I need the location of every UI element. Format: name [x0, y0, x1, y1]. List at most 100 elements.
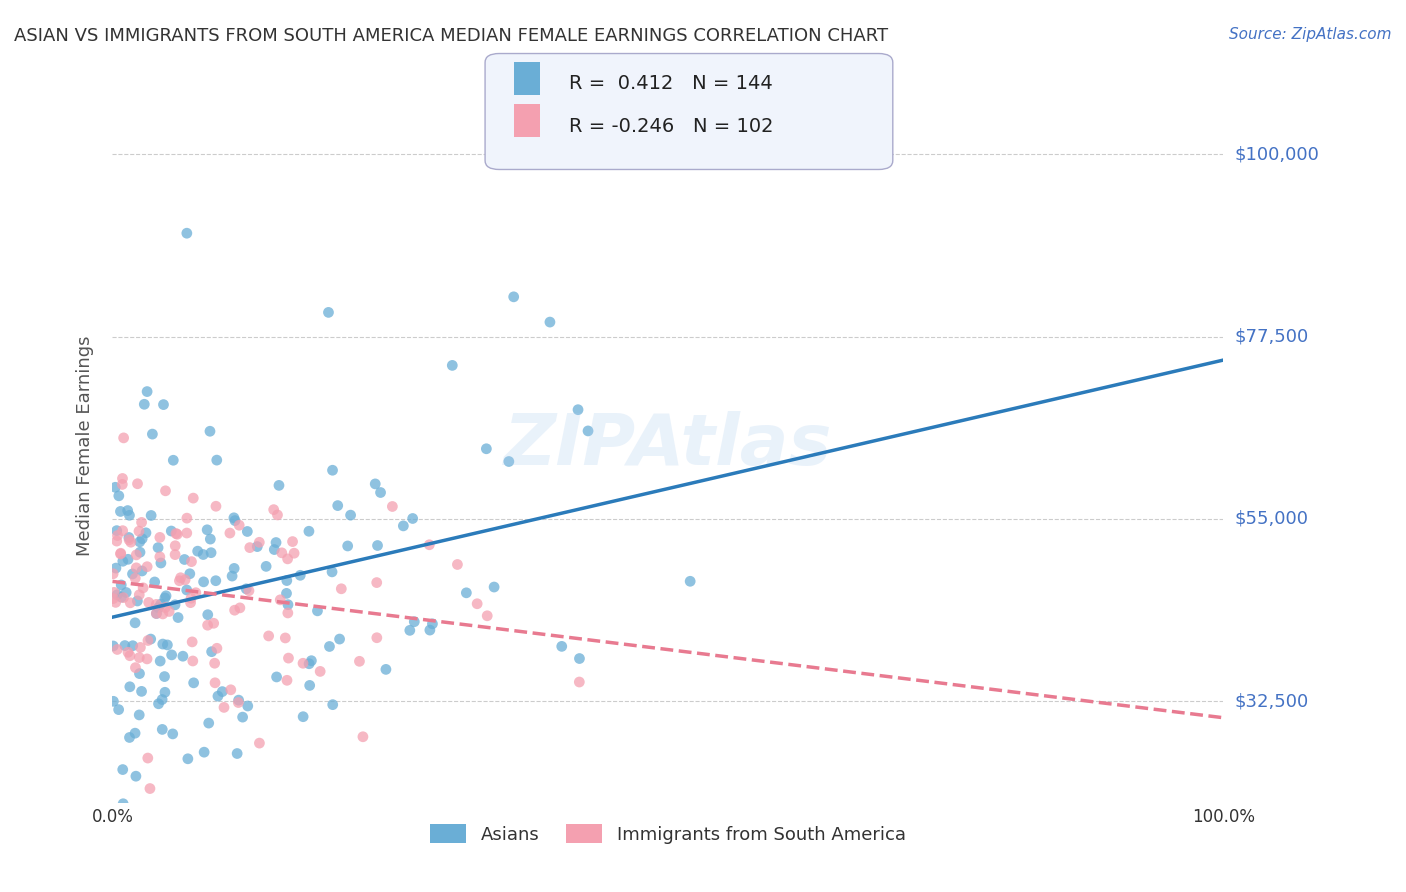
- Asians: [551, 640, 574, 654]
- Immigrants from South America: [180, 591, 202, 606]
- Text: ZIPAtlas: ZIPAtlas: [503, 411, 832, 481]
- Asians: [422, 616, 444, 631]
- Asians: [398, 624, 420, 638]
- Immigrants from South America: [228, 696, 250, 710]
- Asians: [145, 607, 167, 621]
- Asians: [172, 649, 194, 664]
- Asians: [129, 545, 152, 559]
- Asians: [146, 541, 169, 555]
- Asians: [246, 540, 269, 554]
- Asians: [290, 568, 312, 582]
- Immigrants from South America: [180, 596, 202, 610]
- Asians: [236, 524, 259, 539]
- Asians: [404, 615, 426, 629]
- Asians: [475, 442, 498, 456]
- Immigrants from South America: [112, 591, 135, 605]
- Asians: [114, 639, 136, 653]
- Asians: [118, 508, 141, 523]
- Immigrants from South America: [205, 500, 228, 514]
- Asians: [197, 716, 219, 731]
- Asians: [193, 548, 215, 562]
- Immigrants from South America: [418, 538, 440, 552]
- Asians: [226, 747, 249, 761]
- Immigrants from South America: [176, 526, 198, 541]
- Immigrants from South America: [112, 431, 135, 445]
- Asians: [128, 534, 150, 549]
- Asians: [110, 578, 132, 592]
- Asians: [322, 463, 344, 477]
- Immigrants from South America: [366, 575, 388, 590]
- Immigrants from South America: [138, 595, 160, 609]
- Asians: [374, 662, 396, 676]
- Immigrants from South America: [181, 654, 204, 668]
- Asians: [124, 726, 146, 740]
- Immigrants from South America: [330, 582, 353, 596]
- Asians: [236, 698, 259, 713]
- Immigrants from South America: [202, 616, 225, 631]
- Immigrants from South America: [136, 652, 159, 666]
- Immigrants from South America: [118, 648, 141, 663]
- Asians: [160, 648, 183, 662]
- Immigrants from South America: [120, 535, 142, 549]
- Immigrants from South America: [184, 585, 207, 599]
- Immigrants from South America: [229, 600, 252, 615]
- Immigrants from South America: [381, 500, 404, 514]
- Immigrants from South America: [103, 585, 125, 599]
- Immigrants from South America: [277, 651, 299, 665]
- Asians: [402, 511, 425, 525]
- Asians: [131, 684, 153, 698]
- Asians: [150, 692, 173, 706]
- Asians: [135, 525, 157, 540]
- Immigrants from South America: [149, 530, 172, 544]
- Immigrants from South America: [238, 583, 260, 598]
- Asians: [104, 561, 127, 575]
- Immigrants from South America: [105, 642, 128, 657]
- Immigrants from South America: [155, 600, 177, 615]
- Asians: [127, 594, 149, 608]
- Immigrants from South America: [292, 657, 315, 671]
- Immigrants from South America: [283, 546, 305, 560]
- Asians: [121, 566, 143, 581]
- Immigrants from South America: [366, 631, 388, 645]
- Asians: [195, 523, 218, 537]
- Immigrants from South America: [446, 558, 468, 572]
- Asians: [326, 499, 349, 513]
- Asians: [204, 574, 226, 588]
- Immigrants from South America: [205, 641, 228, 656]
- Immigrants from South America: [277, 606, 299, 620]
- Text: Source: ZipAtlas.com: Source: ZipAtlas.com: [1229, 27, 1392, 42]
- Immigrants from South America: [349, 654, 371, 668]
- Asians: [136, 806, 159, 821]
- Asians: [277, 598, 299, 612]
- Asians: [103, 694, 125, 708]
- Asians: [235, 582, 257, 596]
- Asians: [321, 565, 343, 579]
- Asians: [163, 598, 186, 612]
- Text: $55,000: $55,000: [1234, 510, 1309, 528]
- Asians: [128, 666, 150, 681]
- Asians: [482, 580, 505, 594]
- Immigrants from South America: [239, 541, 262, 555]
- Immigrants from South America: [181, 491, 204, 505]
- Immigrants from South America: [276, 673, 298, 688]
- Asians: [179, 566, 201, 581]
- Asians: [298, 678, 321, 692]
- Asians: [538, 315, 561, 329]
- Asians: [298, 524, 321, 539]
- Immigrants from South America: [120, 596, 142, 610]
- Text: $32,500: $32,500: [1234, 692, 1309, 710]
- Immigrants from South America: [124, 660, 146, 674]
- Immigrants from South America: [169, 574, 191, 588]
- Immigrants from South America: [149, 549, 172, 564]
- Asians: [266, 670, 288, 684]
- Asians: [200, 546, 222, 560]
- Asians: [498, 454, 520, 468]
- Immigrants from South America: [101, 591, 124, 606]
- Asians: [183, 676, 205, 690]
- Asians: [150, 723, 173, 737]
- Immigrants from South America: [204, 675, 226, 690]
- Immigrants from South America: [128, 588, 150, 602]
- Immigrants from South America: [136, 559, 159, 574]
- Immigrants from South America: [145, 607, 167, 621]
- Immigrants from South America: [257, 629, 280, 643]
